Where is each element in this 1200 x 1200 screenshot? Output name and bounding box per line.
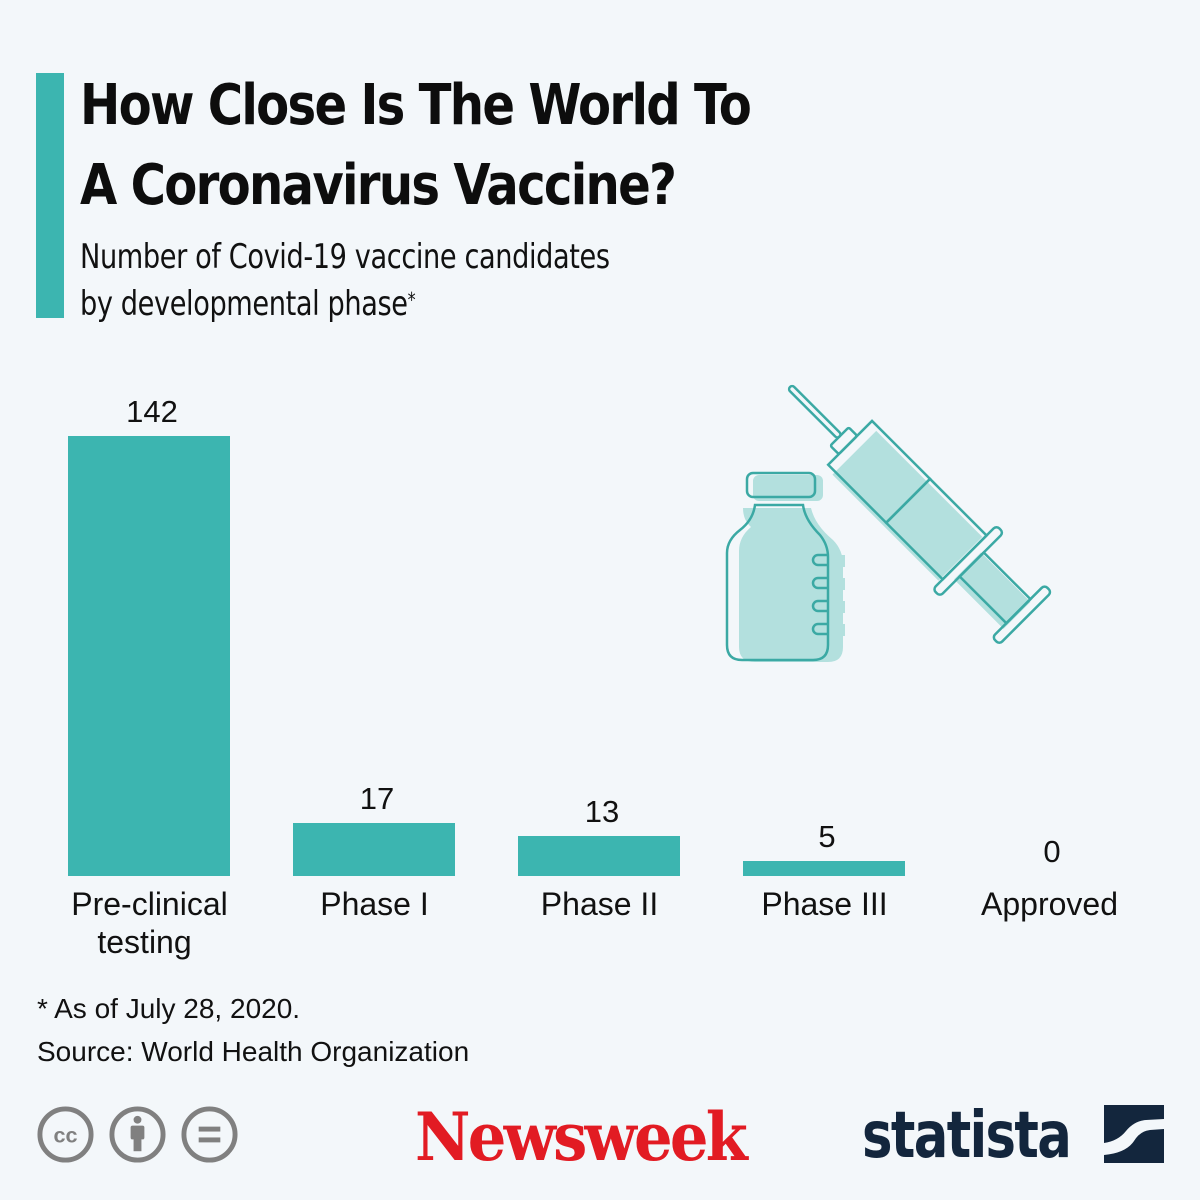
source-note: Source: World Health Organization (37, 1036, 470, 1067)
bar-pre-clinical (68, 436, 230, 876)
title-line-1: How Close Is The World To (80, 73, 752, 138)
category-label-pre-clinical: Pre-clinical testing (37, 885, 262, 961)
vaccine-syringe-illustration (725, 384, 1052, 662)
category-line-2: testing (97, 924, 192, 960)
statista-logo-mark-icon (1104, 1105, 1164, 1163)
category-label-approved: Approved (937, 885, 1162, 923)
value-label-approved: 0 (1043, 834, 1061, 869)
cc-icon: cc (37, 1106, 94, 1163)
footnote-marker: * (407, 288, 416, 312)
bar-phase-3 (743, 861, 905, 876)
bar-phase-2 (518, 836, 680, 876)
subtitle-line-2: by developmental phase* (80, 281, 610, 328)
vial-icon (725, 471, 845, 662)
value-label-pre-clinical: 142 (126, 394, 178, 429)
subtitle-line-1: Number of Covid-19 vaccine candidates (80, 237, 610, 277)
value-label-phase-2: 13 (584, 794, 620, 829)
syringe-icon (787, 384, 1052, 644)
value-label-phase-1: 17 (359, 781, 395, 816)
category-line-1: Phase III (761, 886, 888, 922)
no-derivatives-icon (181, 1106, 238, 1163)
statista-logo[interactable]: statista (862, 1099, 1072, 1173)
category-label-phase-2: Phase II (487, 885, 712, 923)
svg-text:cc: cc (53, 1122, 77, 1147)
footnote: * As of July 28, 2020. (37, 993, 301, 1024)
bar-phase-1 (293, 823, 455, 876)
category-line-1: Phase I (320, 886, 429, 922)
value-label-phase-3: 5 (818, 819, 836, 854)
attribution-icon (109, 1106, 166, 1163)
category-line-1: Phase II (540, 886, 659, 922)
category-line-1: Approved (981, 886, 1118, 922)
bar-chart: 142 17 13 5 0 Pre-clinical testing Phase… (37, 394, 1162, 961)
page-title: How Close Is The World To A Coronavirus … (80, 66, 752, 226)
category-line-1: Pre-clinical (71, 886, 228, 922)
title-accent-bar (36, 73, 64, 318)
subtitle-line-2-text: by developmental phase (80, 284, 408, 324)
category-label-phase-3: Phase III (712, 885, 937, 923)
creative-commons-license[interactable]: cc (36, 1105, 239, 1164)
subtitle: Number of Covid-19 vaccine candidates by… (80, 234, 610, 328)
title-line-2: A Coronavirus Vaccine? (80, 153, 677, 218)
newsweek-logo[interactable]: Newsweek (415, 1098, 748, 1176)
category-label-phase-1: Phase I (262, 885, 487, 923)
